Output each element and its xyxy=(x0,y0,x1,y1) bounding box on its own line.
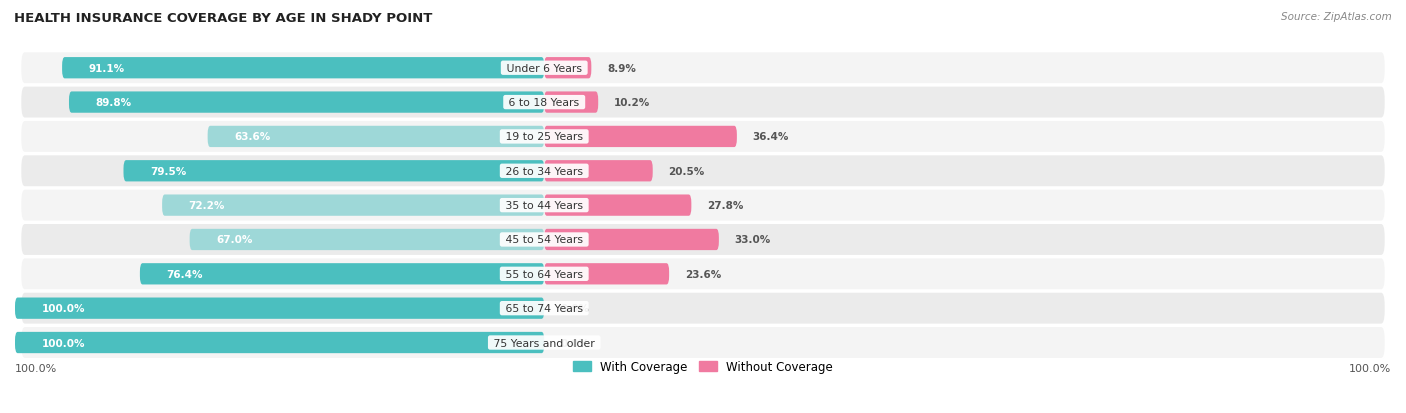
FancyBboxPatch shape xyxy=(15,332,544,353)
FancyBboxPatch shape xyxy=(544,58,592,79)
FancyBboxPatch shape xyxy=(544,126,737,148)
Text: 72.2%: 72.2% xyxy=(188,201,225,211)
Text: 55 to 64 Years: 55 to 64 Years xyxy=(502,269,586,279)
Text: 45 to 54 Years: 45 to 54 Years xyxy=(502,235,586,245)
Text: 23.6%: 23.6% xyxy=(685,269,721,279)
Text: 76.4%: 76.4% xyxy=(166,269,202,279)
FancyBboxPatch shape xyxy=(20,326,1386,359)
Text: 100.0%: 100.0% xyxy=(1348,363,1391,373)
Text: 20.5%: 20.5% xyxy=(669,166,704,176)
Text: 100.0%: 100.0% xyxy=(41,304,84,313)
FancyBboxPatch shape xyxy=(162,195,544,216)
FancyBboxPatch shape xyxy=(544,229,718,251)
FancyBboxPatch shape xyxy=(20,155,1386,188)
Text: 67.0%: 67.0% xyxy=(217,235,253,245)
FancyBboxPatch shape xyxy=(141,263,544,285)
Text: 75 Years and older: 75 Years and older xyxy=(491,338,599,348)
Text: 27.8%: 27.8% xyxy=(707,201,744,211)
Text: 79.5%: 79.5% xyxy=(150,166,186,176)
Text: 91.1%: 91.1% xyxy=(89,64,125,74)
FancyBboxPatch shape xyxy=(544,92,598,114)
Text: 6 to 18 Years: 6 to 18 Years xyxy=(505,98,583,108)
Text: 0.0%: 0.0% xyxy=(560,338,589,348)
Text: 100.0%: 100.0% xyxy=(41,338,84,348)
Text: 0.0%: 0.0% xyxy=(560,304,589,313)
FancyBboxPatch shape xyxy=(20,223,1386,256)
Text: 19 to 25 Years: 19 to 25 Years xyxy=(502,132,586,142)
FancyBboxPatch shape xyxy=(208,126,544,148)
Text: 8.9%: 8.9% xyxy=(607,64,636,74)
FancyBboxPatch shape xyxy=(20,292,1386,325)
Text: 100.0%: 100.0% xyxy=(15,363,58,373)
Text: 36.4%: 36.4% xyxy=(752,132,789,142)
FancyBboxPatch shape xyxy=(69,92,544,114)
Text: Under 6 Years: Under 6 Years xyxy=(503,64,585,74)
Text: Source: ZipAtlas.com: Source: ZipAtlas.com xyxy=(1281,12,1392,22)
FancyBboxPatch shape xyxy=(20,189,1386,222)
Text: 33.0%: 33.0% xyxy=(735,235,770,245)
Text: 10.2%: 10.2% xyxy=(614,98,651,108)
FancyBboxPatch shape xyxy=(544,195,692,216)
FancyBboxPatch shape xyxy=(544,161,652,182)
Text: 63.6%: 63.6% xyxy=(235,132,270,142)
FancyBboxPatch shape xyxy=(20,121,1386,154)
FancyBboxPatch shape xyxy=(62,58,544,79)
FancyBboxPatch shape xyxy=(20,86,1386,119)
Text: 65 to 74 Years: 65 to 74 Years xyxy=(502,304,586,313)
FancyBboxPatch shape xyxy=(15,298,544,319)
FancyBboxPatch shape xyxy=(124,161,544,182)
FancyBboxPatch shape xyxy=(190,229,544,251)
Text: 89.8%: 89.8% xyxy=(96,98,132,108)
Text: HEALTH INSURANCE COVERAGE BY AGE IN SHADY POINT: HEALTH INSURANCE COVERAGE BY AGE IN SHAD… xyxy=(14,12,433,25)
FancyBboxPatch shape xyxy=(20,52,1386,85)
Text: 26 to 34 Years: 26 to 34 Years xyxy=(502,166,586,176)
Legend: With Coverage, Without Coverage: With Coverage, Without Coverage xyxy=(572,360,834,373)
FancyBboxPatch shape xyxy=(544,263,669,285)
Text: 35 to 44 Years: 35 to 44 Years xyxy=(502,201,586,211)
FancyBboxPatch shape xyxy=(20,258,1386,291)
